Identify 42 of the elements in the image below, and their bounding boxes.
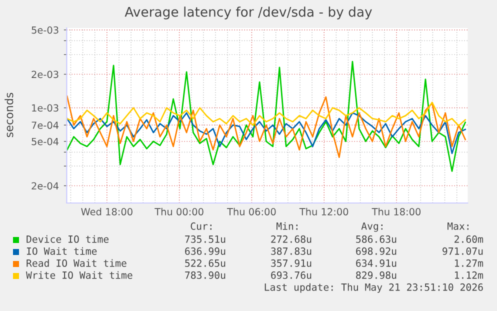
text: 735.51u — [185, 235, 226, 243]
line-series — [66, 102, 466, 126]
text: 971.07u — [442, 247, 483, 255]
line-series — [66, 96, 466, 158]
text: 2.60m — [454, 235, 484, 243]
text: 636.99u — [185, 247, 226, 255]
x-tick-label: Thu 06:00 — [227, 208, 276, 216]
x-tick-label: Thu 00:00 — [154, 208, 204, 216]
text: 586.63u — [356, 235, 396, 243]
text: Cur: — [190, 222, 212, 230]
line-series — [66, 60, 466, 172]
y-tick-label: 2e-04 — [32, 182, 59, 190]
x-tick-label: Wed 18:00 — [81, 208, 132, 216]
text: Max: — [448, 222, 469, 230]
text: 693.76u — [271, 271, 312, 279]
y-tick-label: 5e-04 — [32, 138, 59, 146]
text: 783.90u — [185, 271, 226, 279]
x-tick-label: Thu 12:00 — [299, 208, 348, 216]
text: Min: — [276, 222, 298, 230]
legend-label: Write IO Wait time — [26, 271, 132, 279]
y-axis-title: seconds — [4, 92, 14, 138]
text: 387.83u — [271, 247, 312, 255]
legend-label: Read IO Wait time — [26, 259, 126, 267]
x-tick-label: Thu 18:00 — [372, 208, 421, 216]
text: 357.91u — [271, 259, 312, 267]
y-tick-label: 2e-03 — [32, 70, 58, 78]
text: Last update: Thu May 21 23:51:10 2026 — [264, 283, 483, 293]
legend-label: IO Wait time — [26, 247, 97, 255]
text: 272.68u — [271, 235, 312, 243]
text: 698.92u — [356, 247, 396, 255]
chart-title: Average latency for /dev/sda - by day — [124, 6, 372, 20]
text: 1.27m — [455, 259, 484, 267]
text: Avg: — [361, 222, 383, 232]
line-series — [66, 112, 466, 154]
y-tick-label: 7e-04 — [32, 122, 59, 129]
y-tick-label: 5e-03 — [32, 26, 58, 34]
text: 522.65u — [185, 259, 226, 267]
text: 634.91u — [356, 259, 396, 267]
text: 1.12m — [455, 271, 484, 279]
text: 829.98u — [356, 271, 396, 279]
y-tick-label: 1e-03 — [32, 104, 58, 112]
legend-label: Device IO time — [26, 235, 109, 243]
